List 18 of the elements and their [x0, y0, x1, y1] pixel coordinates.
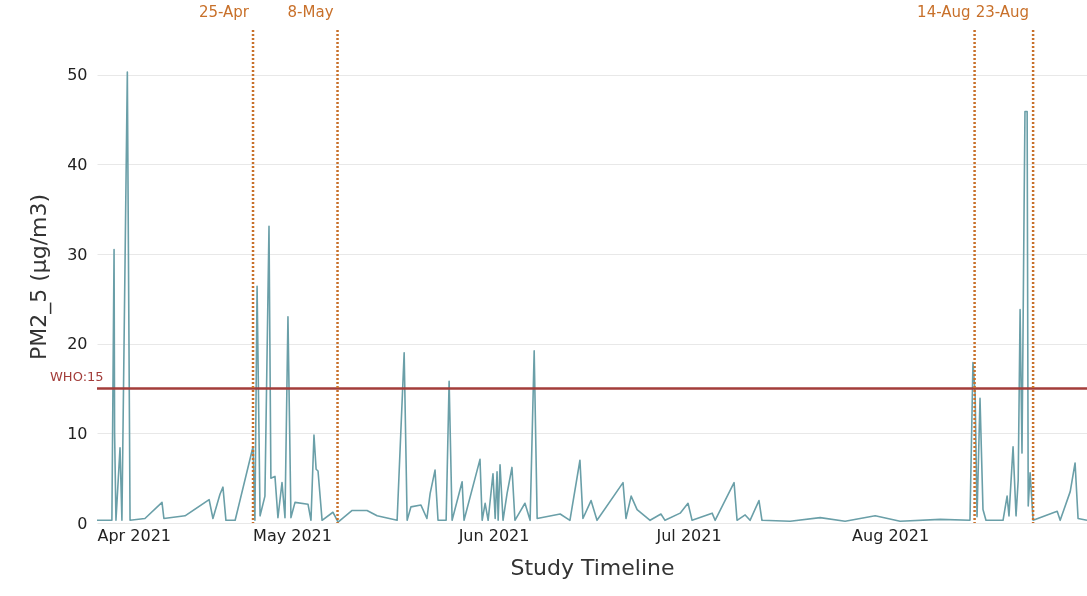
y-tick-label: 40 [67, 154, 88, 174]
x-tick-label: Aug 2021 [852, 525, 930, 545]
x-tick-label: Jun 2021 [457, 525, 530, 545]
y-axis-title: PM2_5 (μg/m3) [26, 193, 53, 361]
ref-line-label: 14-Aug [917, 3, 971, 21]
x-axis-title: Study Timeline [510, 554, 675, 580]
y-tick-label: 0 [77, 513, 88, 533]
y-tick-label: 30 [67, 244, 88, 264]
y-tick-label: 50 [67, 65, 88, 85]
y-tick-label: 10 [67, 423, 88, 443]
x-tick-label: Jul 2021 [655, 525, 722, 545]
ref-line-label: 23-Aug [975, 3, 1030, 21]
ref-line-label: 8-May [287, 3, 334, 21]
x-tick-label: May 2021 [253, 525, 332, 545]
ref-line-label: 25-Apr [198, 3, 250, 21]
y-tick-label: 20 [67, 334, 88, 354]
x-tick-label: Apr 2021 [97, 525, 171, 545]
ref-line-label: WHO:15 [50, 368, 104, 384]
